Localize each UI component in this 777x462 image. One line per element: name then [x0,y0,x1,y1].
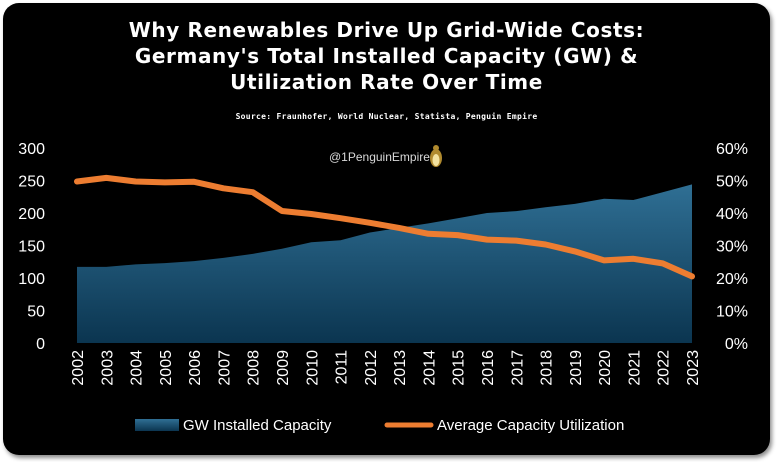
right-tick-label: 40% [716,206,748,223]
right-tick-label: 20% [716,271,748,288]
legend-label-capacity: GW Installed Capacity [183,417,332,434]
x-tick-label: 2010 [304,350,321,386]
legend-label-utilization: Average Capacity Utilization [437,417,624,434]
legend: GW Installed Capacity Average Capacity U… [135,417,624,434]
right-tick-label: 30% [716,239,748,256]
x-tick-label: 2023 [685,350,702,386]
x-tick-label: 2002 [70,350,87,386]
chart-source: Source: Fraunhofer, World Nuclear, Stati… [235,112,538,121]
right-tick-label: 10% [716,304,748,321]
left-tick-label: 50 [27,304,45,321]
x-tick-label: 2008 [246,350,263,386]
x-tick-label: 2022 [656,350,673,386]
chart-title: Why Renewables Drive Up Grid-Wide Costs:… [3,17,770,95]
x-tick-label: 2003 [99,350,116,386]
x-tick-label: 2020 [597,350,614,386]
chart-svg: @1PenguinEmpire 0 50 100 150 200 250 300 0% 10%… [18,141,748,434]
watermark-text: @1PenguinEmpire [329,150,430,164]
left-tick-label: 250 [18,174,45,191]
x-tick-label: 2005 [158,350,175,386]
x-tick-label: 2019 [568,350,585,386]
title-line-2: Germany's Total Installed Capacity (GW) … [134,44,639,68]
watermark: @1PenguinEmpire [329,145,442,167]
x-tick-label: 2011 [334,350,351,385]
right-tick-label: 0% [725,336,748,353]
x-tick-label: 2017 [509,350,526,386]
x-tick-label: 2016 [480,350,497,386]
x-tick-label: 2007 [216,350,233,386]
chart-frame: Why Renewables Drive Up Grid-Wide Costs:… [3,3,770,455]
right-tick-label: 60% [716,141,748,158]
x-tick-label: 2014 [421,350,438,386]
left-tick-label: 150 [18,239,45,256]
left-tick-label: 0 [36,336,45,353]
x-tick-label: 2021 [626,350,643,386]
title-line-1: Why Renewables Drive Up Grid-Wide Costs: [128,18,645,42]
right-tick-label: 50% [716,174,748,191]
capacity-area [77,184,692,343]
x-tick-label: 2013 [392,350,409,386]
x-tick-label: 2006 [187,350,204,386]
left-tick-label: 300 [18,141,45,158]
left-tick-label: 100 [18,271,45,288]
title-line-3: Utilization Rate Over Time [230,70,543,94]
utilization-line [74,174,695,280]
x-tick-label: 2015 [451,350,468,386]
x-tick-label: 2004 [129,350,146,386]
legend-swatch-capacity [135,419,179,431]
x-tick-label: 2009 [275,350,292,386]
penguin-logo-icon [430,145,442,167]
x-tick-label: 2018 [539,350,556,386]
x-tick-label: 2012 [363,350,380,386]
left-tick-label: 200 [18,206,45,223]
